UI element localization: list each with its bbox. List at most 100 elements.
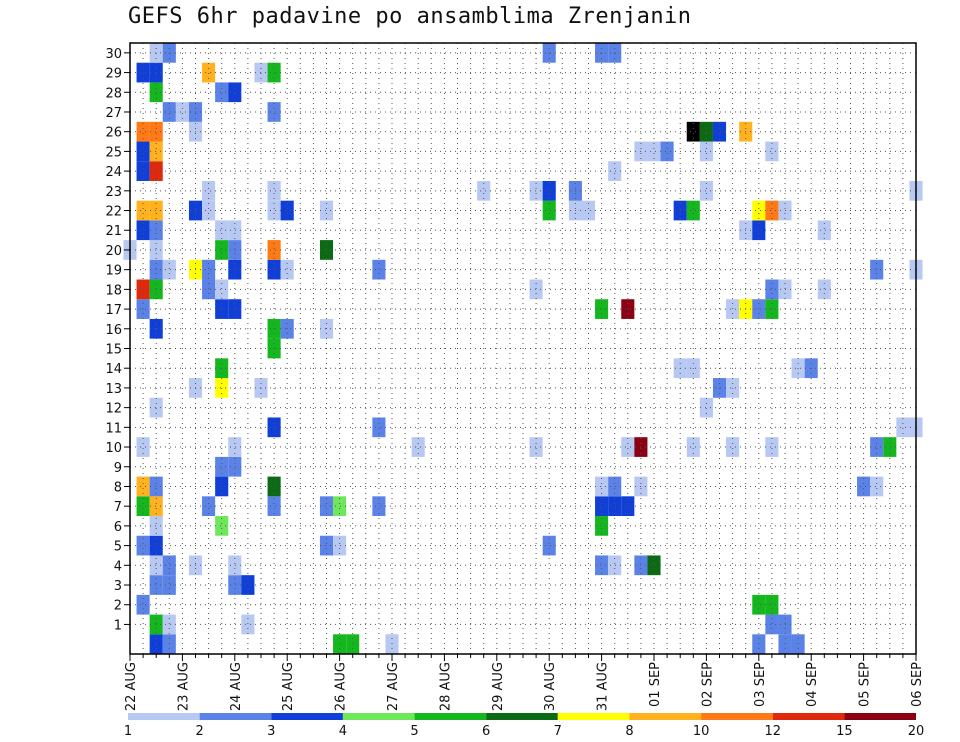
precip-cell — [765, 299, 779, 319]
y-tick-label: 24 — [105, 165, 122, 180]
precip-cell — [136, 496, 150, 517]
precip-cell — [267, 417, 281, 438]
precip-cell — [595, 476, 609, 497]
precip-cell — [385, 634, 399, 654]
precip-cell — [726, 437, 740, 457]
legend-swatch — [629, 713, 702, 720]
y-tick-label: 27 — [105, 106, 122, 121]
precip-cell — [228, 240, 242, 260]
legend-label: 2 — [195, 724, 203, 739]
precip-cell — [581, 200, 596, 221]
precip-cell — [699, 180, 713, 201]
precip-cell — [857, 476, 871, 497]
precip-cell — [529, 180, 543, 201]
precip-cell — [267, 496, 281, 517]
precip-cell — [817, 279, 831, 300]
precip-cell — [752, 200, 766, 221]
precip-cell — [372, 417, 386, 438]
y-tick-label: 29 — [105, 67, 122, 82]
precip-cell — [149, 555, 163, 576]
precip-cell — [136, 437, 150, 457]
x-tick-label: 01 SEP — [648, 662, 663, 707]
y-tick-label: 20 — [105, 244, 122, 259]
precip-cell — [162, 259, 176, 280]
precip-cell — [136, 62, 150, 83]
legend-label: 8 — [625, 724, 633, 739]
legend-label: 1 — [124, 724, 132, 739]
y-tick-label: 21 — [105, 224, 122, 239]
precip-cell — [162, 555, 176, 576]
y-tick-label: 12 — [105, 402, 122, 417]
precip-cell — [778, 634, 792, 654]
precip-cell — [595, 299, 609, 319]
legend-swatch — [844, 713, 916, 720]
x-tick-label: 25 AUG — [281, 662, 296, 711]
precip-cell — [726, 299, 740, 319]
x-tick-label: 23 AUG — [176, 662, 191, 711]
legend-swatch — [772, 713, 845, 720]
precip-cell — [149, 496, 163, 517]
precip-cell — [149, 279, 163, 300]
y-tick-label: 28 — [105, 86, 122, 101]
precip-cell — [175, 102, 189, 122]
y-tick-label: 14 — [105, 362, 122, 377]
y-tick-label: 6 — [114, 520, 122, 535]
y-tick-label: 10 — [105, 441, 122, 456]
precip-cell — [621, 437, 635, 457]
y-tick-label: 16 — [105, 323, 122, 338]
precip-cell — [333, 535, 347, 556]
precip-cell — [765, 279, 779, 300]
precip-cell — [686, 437, 700, 457]
legend-label: 3 — [267, 724, 275, 739]
precip-cell — [215, 456, 229, 477]
x-tick-label: 30 AUG — [543, 662, 558, 711]
x-tick-label: 28 AUG — [438, 662, 453, 711]
precip-cell — [149, 220, 163, 241]
precip-cell — [136, 121, 150, 142]
precip-cell — [228, 82, 242, 103]
precip-cell — [660, 141, 674, 162]
precip-cell — [752, 220, 766, 241]
legend-label: 10 — [693, 724, 710, 739]
precip-cell — [372, 496, 386, 517]
precip-cell — [765, 141, 779, 162]
precip-cell — [267, 240, 281, 260]
precip-cell — [595, 43, 609, 63]
precip-cell — [752, 594, 766, 615]
precip-cell — [529, 437, 543, 457]
precip-cell — [202, 62, 216, 83]
precip-cell — [149, 575, 163, 595]
precip-cell — [202, 259, 216, 280]
x-tick-label: 05 SEP — [858, 662, 873, 707]
precip-cell — [215, 240, 229, 260]
y-tick-label: 13 — [105, 382, 122, 397]
precip-cell — [215, 378, 229, 398]
precip-cell — [136, 279, 150, 300]
precip-cell — [319, 240, 334, 260]
precip-cell — [608, 496, 622, 517]
precip-cell — [595, 555, 609, 576]
precip-cell — [149, 161, 163, 181]
precip-cell — [228, 456, 242, 477]
legend-label: 7 — [554, 724, 562, 739]
y-tick-label: 17 — [105, 303, 122, 318]
plot-frame — [129, 42, 917, 655]
precip-cell — [136, 594, 150, 615]
precip-cell — [542, 43, 556, 63]
legend-swatch — [342, 713, 415, 720]
precip-cell — [202, 180, 216, 201]
precip-cell — [241, 575, 255, 595]
precip-cell — [411, 437, 425, 457]
precip-cell — [752, 634, 766, 654]
precip-cell — [149, 240, 163, 260]
precip-cell — [267, 102, 281, 122]
legend-label: 15 — [836, 724, 853, 739]
precip-cell — [608, 555, 622, 576]
legend-swatch — [486, 713, 558, 720]
precip-cell — [319, 200, 334, 221]
precip-cell — [149, 535, 163, 556]
precip-cell — [162, 575, 176, 595]
precip-cell — [267, 200, 281, 221]
precip-cell — [136, 141, 150, 162]
precip-cell — [542, 180, 556, 201]
